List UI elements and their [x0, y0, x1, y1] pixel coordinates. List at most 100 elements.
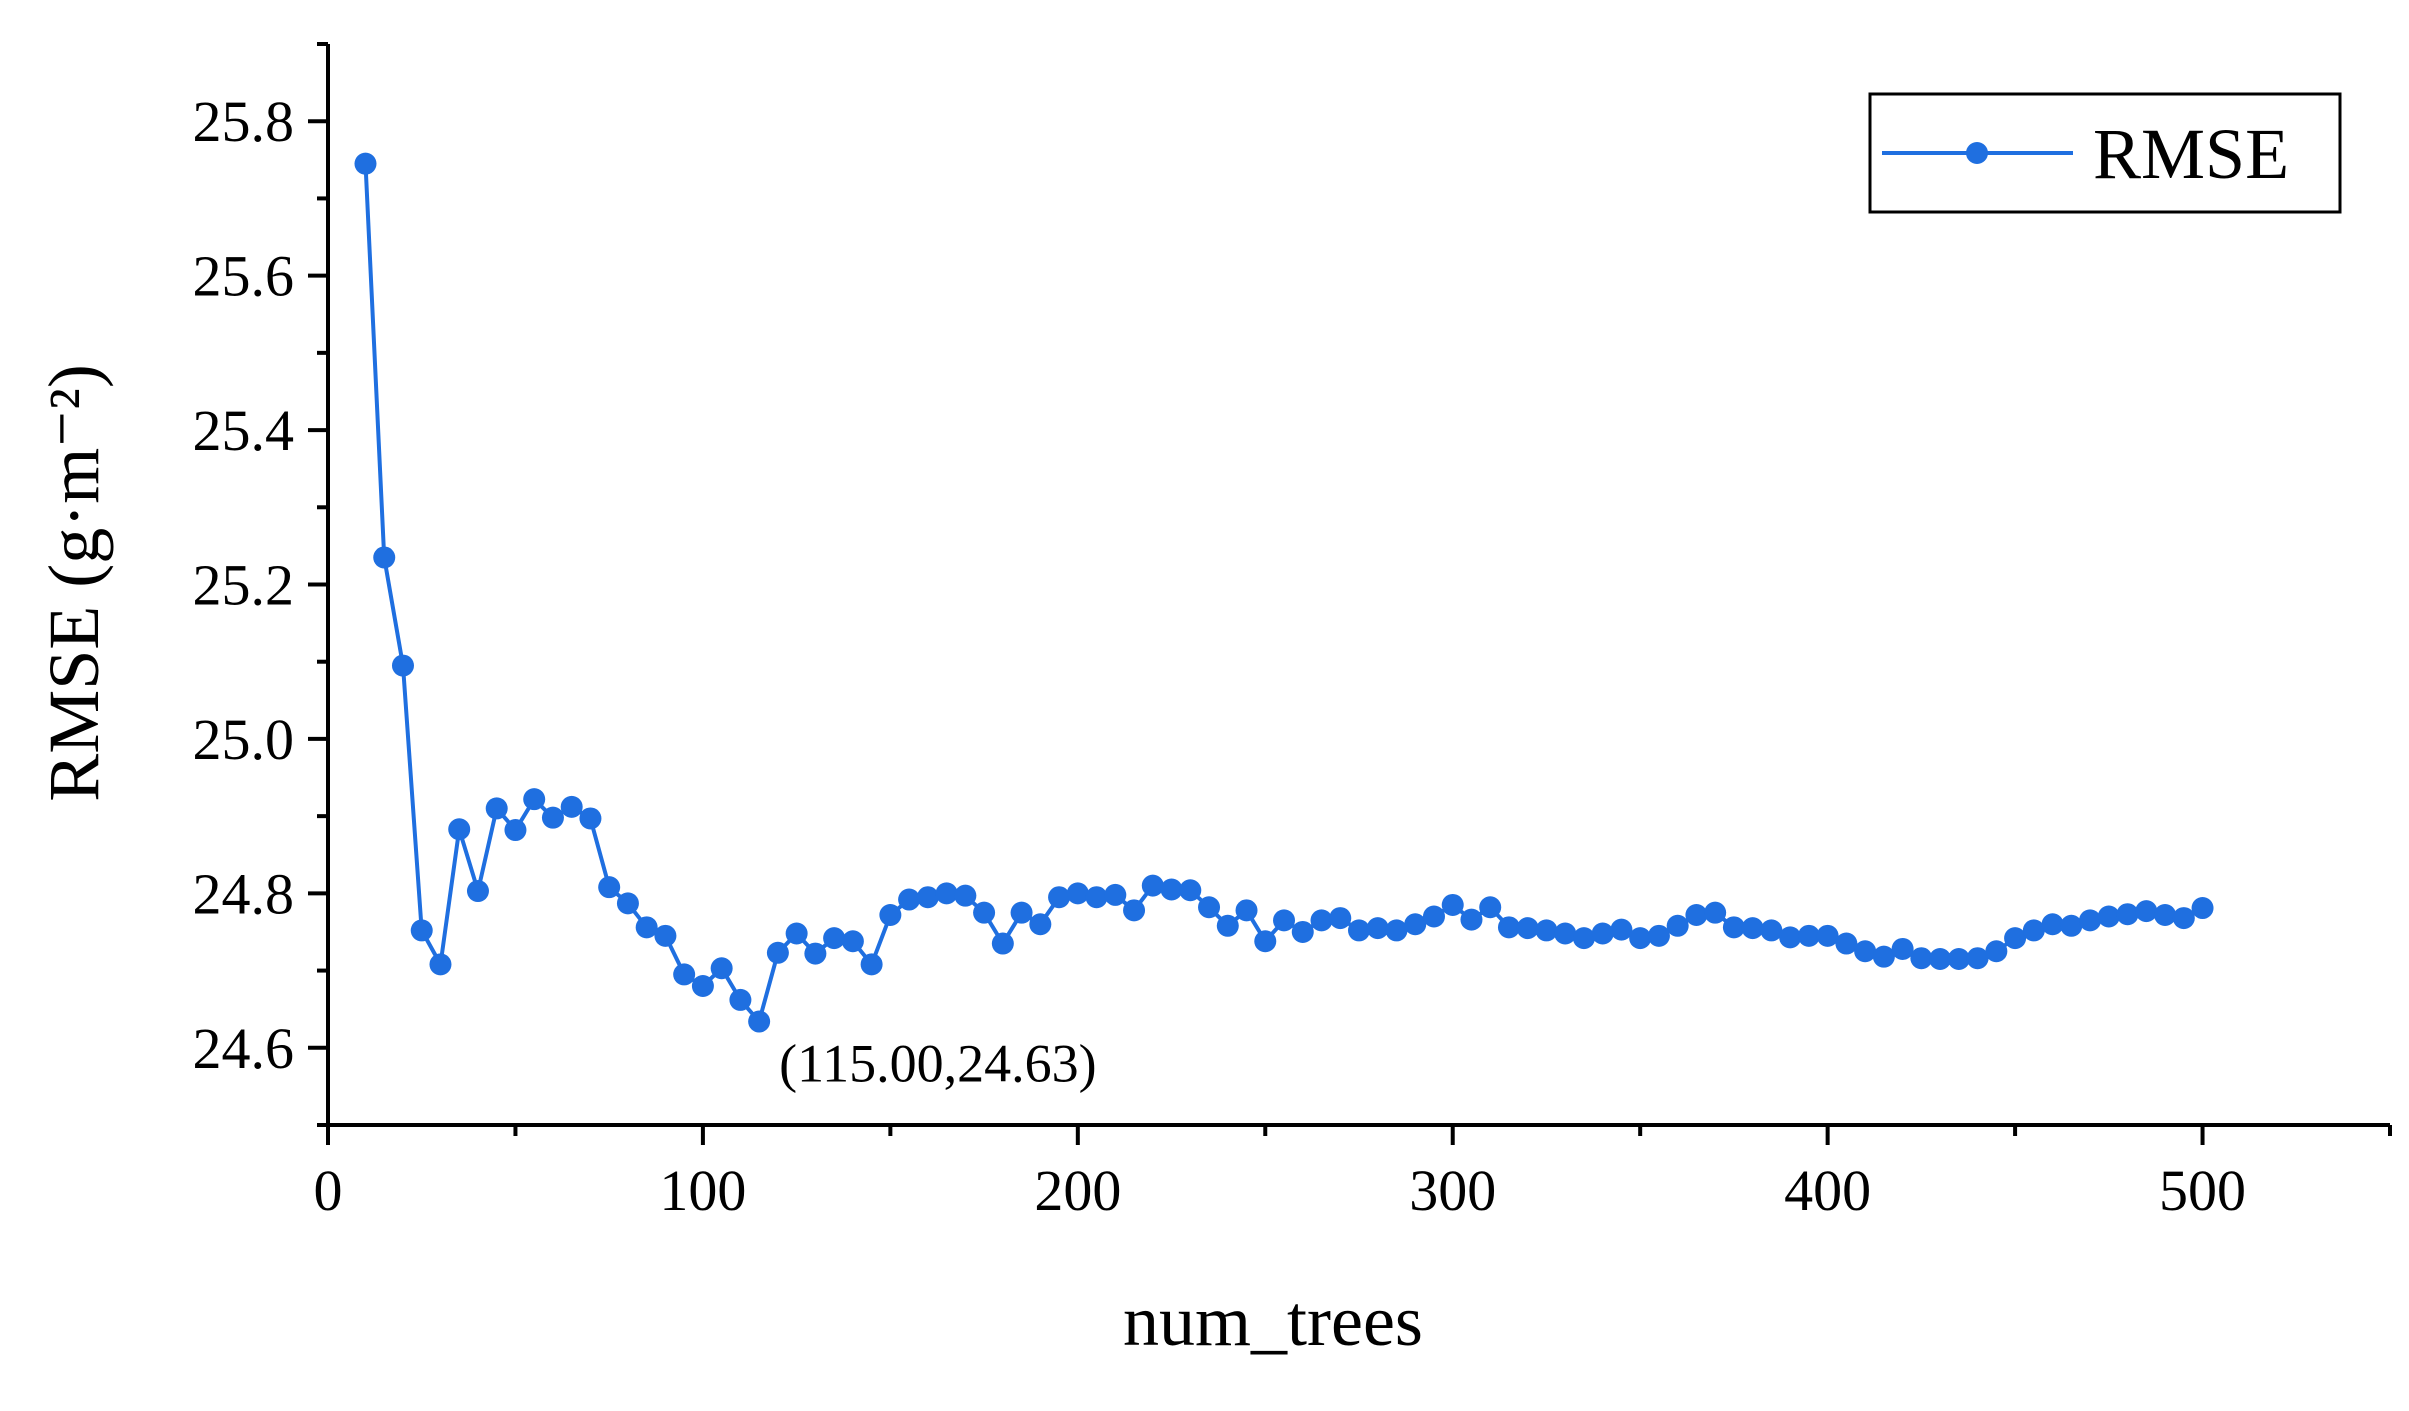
- data-point: [691, 975, 714, 998]
- data-point: [1029, 913, 1052, 936]
- data-point: [2191, 897, 2214, 920]
- data-point: [1872, 945, 1895, 968]
- data-point: [2079, 909, 2102, 932]
- data-point: [1985, 940, 2008, 963]
- x-tick-label: 500: [2159, 1158, 2246, 1223]
- data-point: [1422, 905, 1445, 928]
- data-point: [1722, 916, 1745, 939]
- data-point: [1704, 901, 1727, 924]
- data-point: [616, 892, 639, 915]
- data-point: [1816, 924, 1839, 947]
- data-point: [729, 988, 752, 1011]
- data-point: [1572, 927, 1595, 950]
- x-tick-label: 100: [659, 1158, 746, 1223]
- data-point: [1216, 914, 1239, 937]
- data-point: [2041, 913, 2064, 936]
- data-point: [1629, 927, 1652, 950]
- data-point: [2172, 907, 2195, 930]
- data-point: [1516, 917, 1539, 940]
- data-point: [1966, 947, 1989, 970]
- y-tick-label: 24.6: [193, 1016, 295, 1081]
- series-line-rmse: [363, 163, 2204, 1024]
- data-point: [748, 1010, 771, 1033]
- data-point: [1760, 919, 1783, 942]
- data-point: [1797, 924, 1820, 947]
- data-point: [1741, 917, 1764, 940]
- data-point: [1479, 896, 1502, 919]
- data-point: [485, 797, 508, 820]
- y-axis-title: RMSE (g·m⁻²): [34, 364, 114, 802]
- data-point: [1591, 922, 1614, 945]
- data-point: [1460, 908, 1483, 931]
- x-tick-label: 0: [314, 1158, 343, 1223]
- data-point: [1441, 893, 1464, 916]
- series-layer: [354, 152, 2214, 1033]
- ticks: 0 100 200 300 400 500 24.6 24.8 25.0 25.2 25.4 25.6…: [193, 42, 2392, 1223]
- data-point: [1235, 899, 1258, 922]
- data-point: [1404, 913, 1427, 936]
- data-point: [785, 922, 808, 945]
- data-point: [2097, 905, 2120, 928]
- min-point-annotation: (115.00,24.63): [779, 1034, 1096, 1094]
- data-point: [1254, 930, 1277, 953]
- data-point: [429, 953, 452, 976]
- legend-label-rmse: RMSE: [2093, 114, 2289, 194]
- data-point: [841, 930, 864, 953]
- data-point: [1891, 937, 1914, 960]
- data-point: [410, 919, 433, 942]
- data-point: [1160, 878, 1183, 901]
- data-point: [860, 953, 883, 976]
- data-point: [2154, 903, 2177, 926]
- x-tick-label: 200: [1034, 1158, 1121, 1223]
- data-point: [823, 927, 846, 950]
- data-point: [2022, 919, 2045, 942]
- data-point: [1123, 899, 1146, 922]
- x-tick-label: 300: [1409, 1158, 1496, 1223]
- data-point: [991, 932, 1014, 955]
- data-point: [560, 795, 583, 818]
- data-point: [2135, 900, 2158, 923]
- data-point: [1835, 932, 1858, 955]
- data-point: [2060, 914, 2083, 937]
- y-tick-label: 24.8: [193, 861, 295, 926]
- data-point: [1647, 924, 1670, 947]
- data-point: [448, 818, 471, 841]
- data-point: [1291, 920, 1314, 943]
- data-point: [1910, 947, 1933, 970]
- data-point: [1779, 926, 1802, 949]
- data-point: [1310, 909, 1333, 932]
- data-point: [935, 882, 958, 905]
- y-tick-label: 25.0: [193, 707, 295, 772]
- x-axis-title: num_trees: [1123, 1281, 1423, 1361]
- data-point: [766, 941, 789, 964]
- y-tick-label: 25.6: [193, 244, 295, 309]
- data-point: [1048, 886, 1071, 909]
- data-point: [1329, 907, 1352, 930]
- data-point: [1010, 901, 1033, 924]
- legend: RMSE: [1868, 92, 2342, 214]
- data-point: [916, 886, 939, 909]
- data-point: [879, 903, 902, 926]
- data-point: [1554, 922, 1577, 945]
- data-point: [1497, 916, 1520, 939]
- data-point: [1141, 874, 1164, 897]
- data-point: [2004, 927, 2027, 950]
- data-point: [504, 819, 527, 842]
- data-point: [1366, 917, 1389, 940]
- data-point: [1273, 909, 1296, 932]
- data-point: [1929, 947, 1952, 970]
- data-point: [523, 788, 546, 811]
- data-point: [373, 546, 396, 569]
- data-point: [1104, 883, 1127, 906]
- data-point: [541, 806, 564, 829]
- data-point: [1066, 882, 1089, 905]
- data-point: [1947, 947, 1970, 970]
- data-point: [391, 654, 414, 677]
- data-point: [1085, 886, 1108, 909]
- data-point: [654, 924, 677, 947]
- data-point: [635, 916, 658, 939]
- x-tick-label: 400: [1784, 1158, 1871, 1223]
- data-point: [1610, 918, 1633, 941]
- data-point: [1179, 879, 1202, 902]
